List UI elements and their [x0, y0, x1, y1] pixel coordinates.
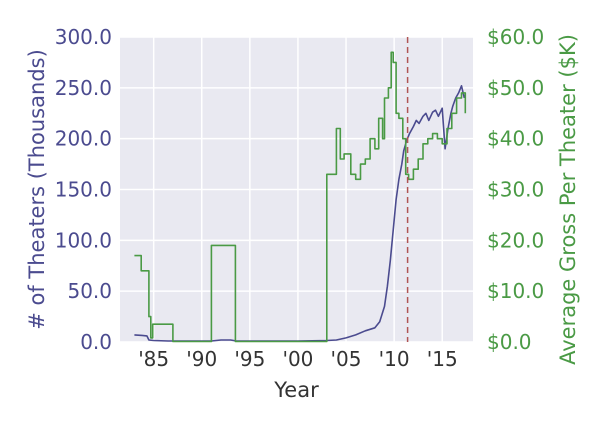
left-tick-label: 250.0	[55, 76, 112, 100]
right-axis-ticks: $0.0 $10.0 $20.0 $30.0 $40.0 $50.0 $60.0	[487, 25, 544, 354]
x-axis-ticks: '85 '90 '95 '00 '05 '10 '15	[138, 347, 458, 371]
x-tick-label: '90	[186, 347, 217, 371]
x-tick-label: '05	[331, 347, 362, 371]
left-tick-label: 150.0	[55, 178, 112, 202]
right-tick-label: $0.0	[487, 330, 532, 354]
x-tick-label: '10	[379, 347, 410, 371]
x-tick-label: '95	[234, 347, 265, 371]
left-tick-label: 200.0	[55, 127, 112, 151]
right-tick-label: $10.0	[487, 279, 544, 303]
right-tick-label: $30.0	[487, 178, 544, 202]
gross-per-theater-series-line	[134, 51, 467, 343]
left-tick-label: 100.0	[55, 228, 112, 252]
x-tick-label: '00	[282, 347, 313, 371]
left-axis-ticks: 0.0 50.0 100.0 150.0 200.0 250.0 300.0	[55, 25, 112, 354]
left-axis-label: # of Theaters (Thousands)	[25, 49, 49, 330]
right-tick-label: $50.0	[487, 76, 544, 100]
right-tick-label: $20.0	[487, 228, 544, 252]
series-layer	[134, 37, 467, 343]
x-tick-label: '85	[138, 347, 169, 371]
left-tick-label: 300.0	[55, 25, 112, 49]
right-tick-label: $40.0	[487, 127, 544, 151]
right-tick-label: $60.0	[487, 25, 544, 49]
left-tick-label: 50.0	[67, 279, 112, 303]
right-axis-label: Average Gross Per Theater ($K)	[556, 34, 580, 365]
left-tick-label: 0.0	[80, 330, 112, 354]
x-tick-label: '15	[427, 347, 458, 371]
x-axis-label: Year	[273, 378, 319, 402]
